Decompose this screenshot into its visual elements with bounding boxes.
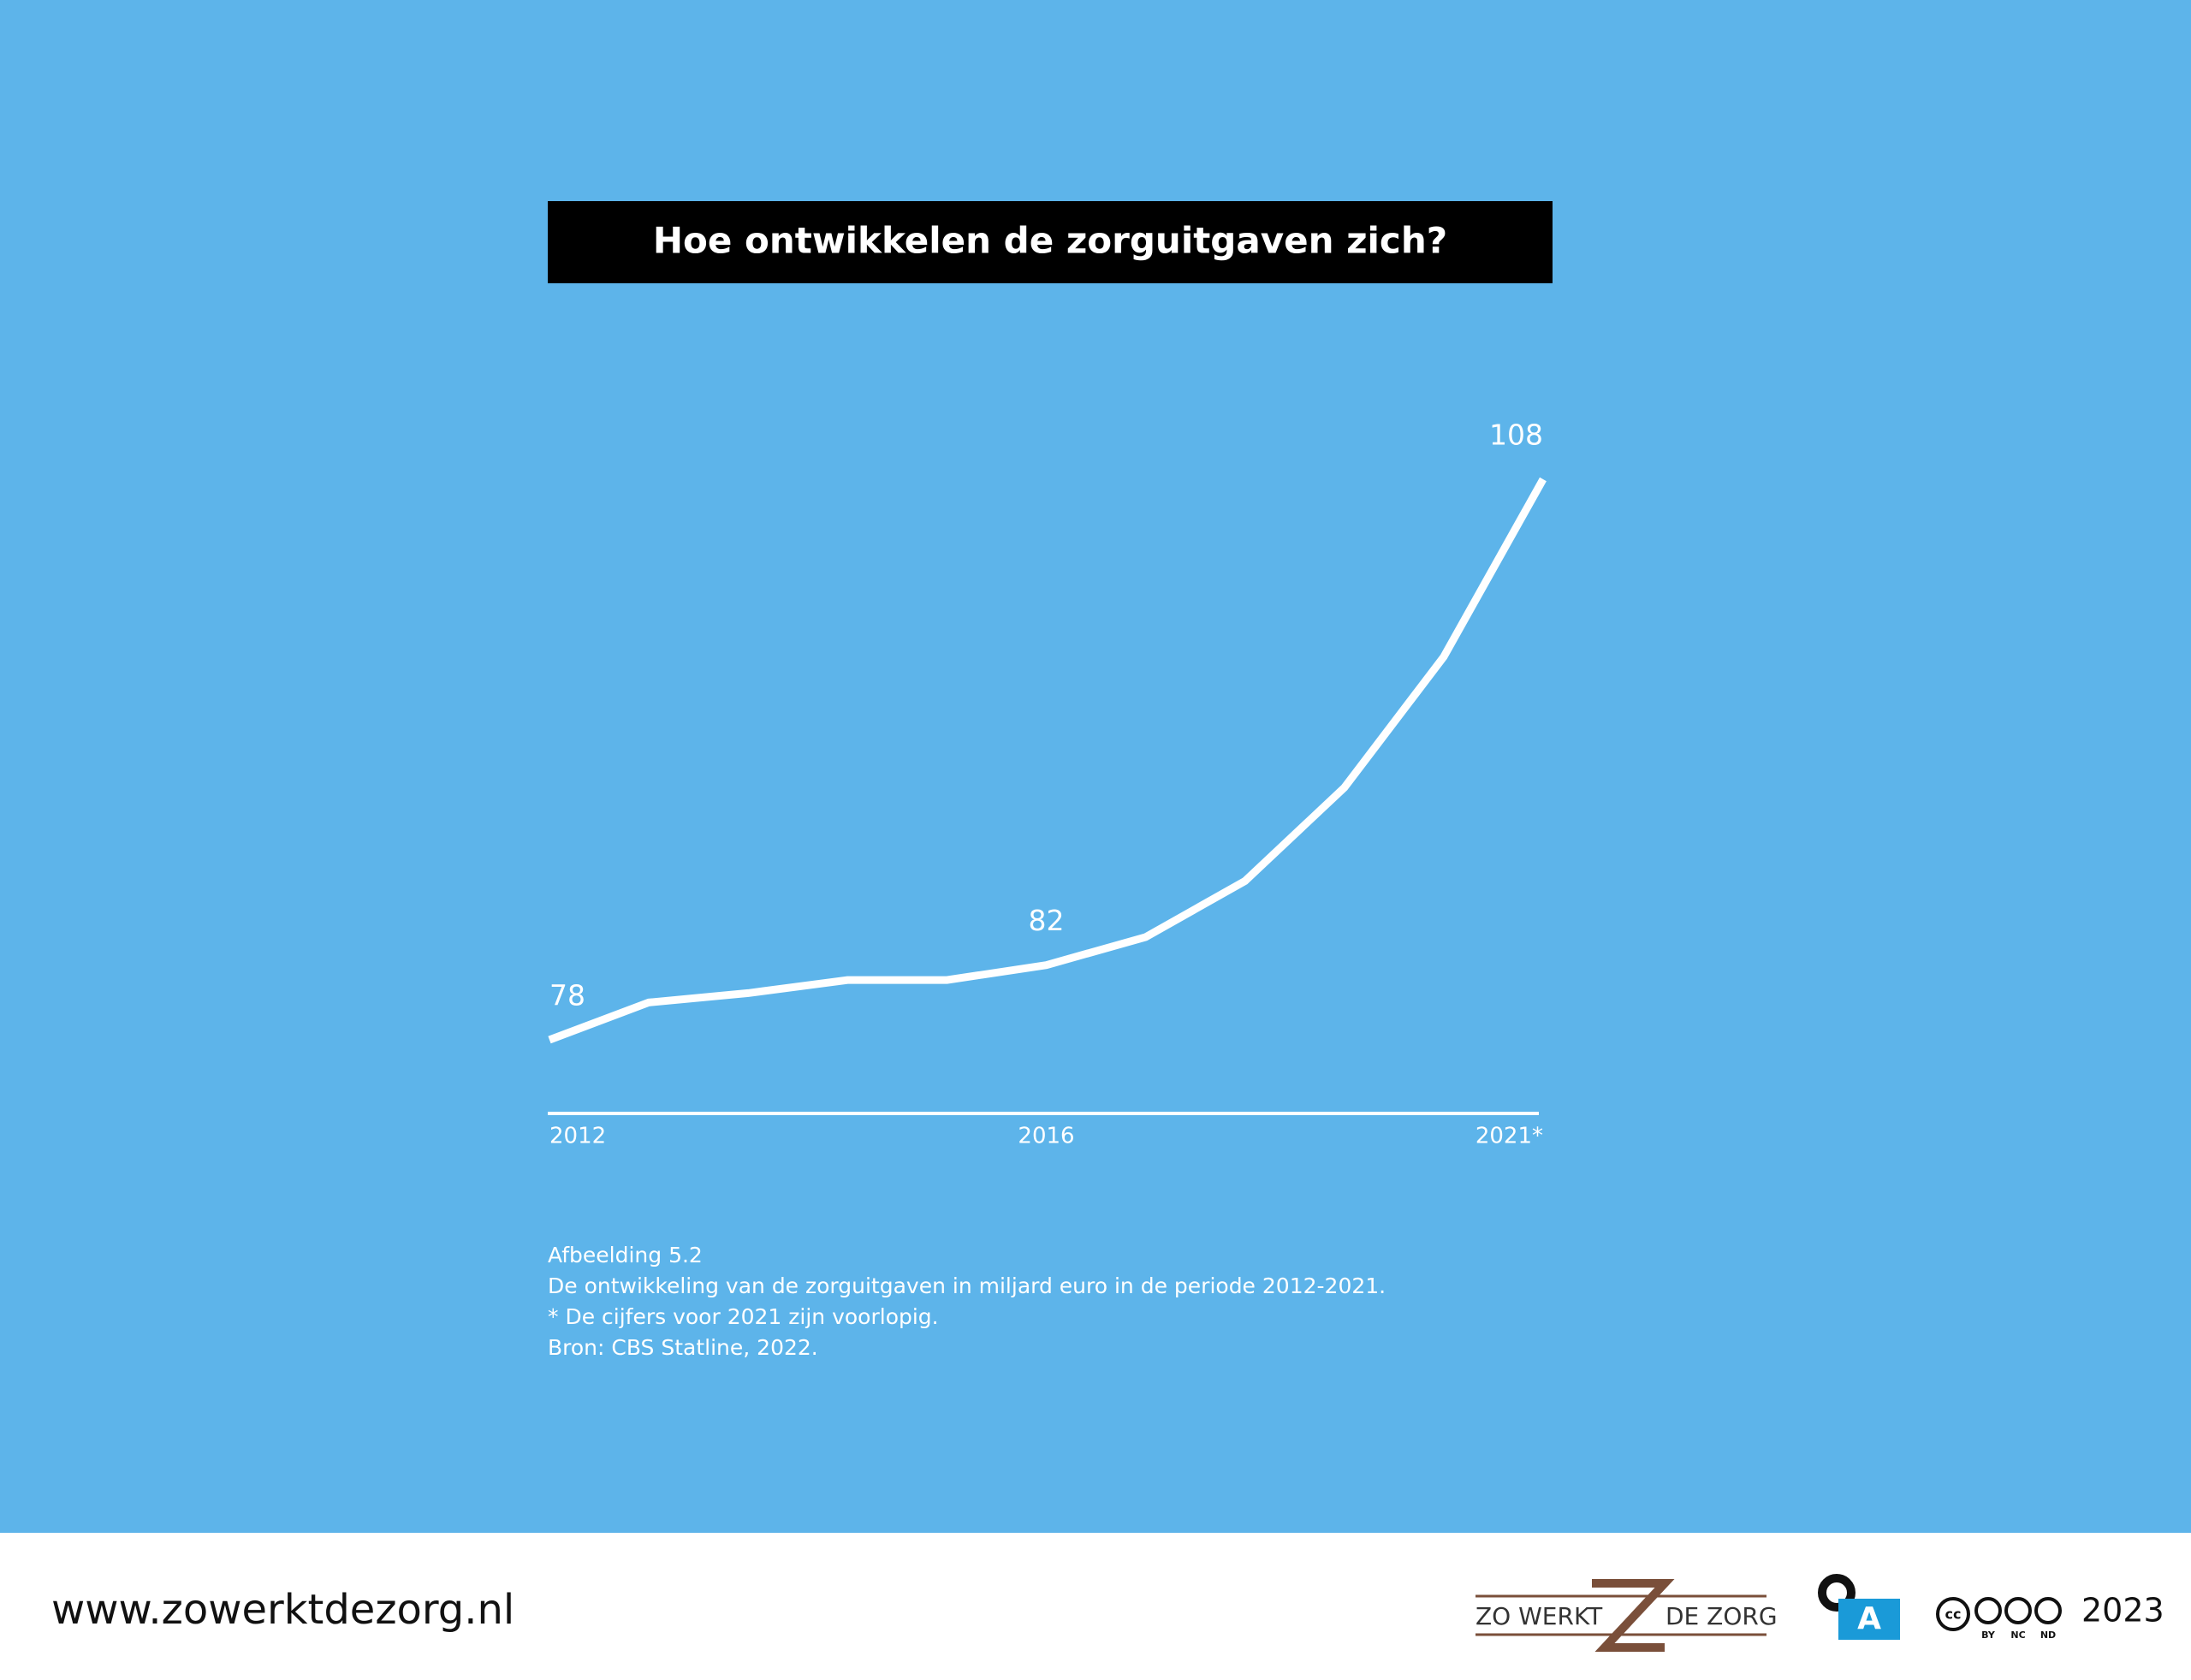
license-icon [2034, 1597, 2062, 1624]
logo: ZO WERKT DE ZORG A cc [1476, 1574, 1970, 1652]
chart-title: Hoe ontwikkelen de zorguitgaven zich? [653, 220, 1447, 262]
license-label: NC [2010, 1630, 2025, 1641]
footer-url: www.zowerktdezorg.nl [51, 1586, 514, 1634]
x-tick-label: 2016 [1018, 1124, 1074, 1149]
caption-line: De ontwikkeling van de zorguitgaven in m… [548, 1273, 1386, 1298]
data-label: 78 [549, 979, 585, 1012]
logo-a: A [1857, 1601, 1881, 1636]
data-label: 108 [1489, 419, 1543, 452]
license: BY NC ND [1974, 1597, 2062, 1641]
license-icon [1974, 1597, 2002, 1624]
license-icon [2004, 1597, 2032, 1624]
logo-text: ZO WERKT [1476, 1602, 1603, 1630]
x-tick-label: 2012 [549, 1124, 606, 1149]
title-box [548, 201, 1553, 283]
caption-line: Afbeelding 5.2 [548, 1243, 703, 1267]
caption-line: Bron: CBS Statline, 2022. [548, 1335, 818, 1360]
license-label: ND [2040, 1630, 2056, 1641]
caption: Afbeelding 5.2 De ontwikkeling van de zor… [548, 1243, 1386, 1360]
caption-line: * De cijfers voor 2021 zijn voorlopig. [548, 1304, 939, 1329]
data-line [548, 477, 1547, 1044]
cc-icon: cc [1945, 1606, 1962, 1623]
data-label: 82 [1029, 904, 1065, 937]
license-label: BY [1981, 1630, 1996, 1641]
logo-text: DE ZORG [1666, 1602, 1778, 1630]
x-tick-label: 2021* [1476, 1124, 1543, 1149]
year: 2023 [2081, 1592, 2164, 1630]
